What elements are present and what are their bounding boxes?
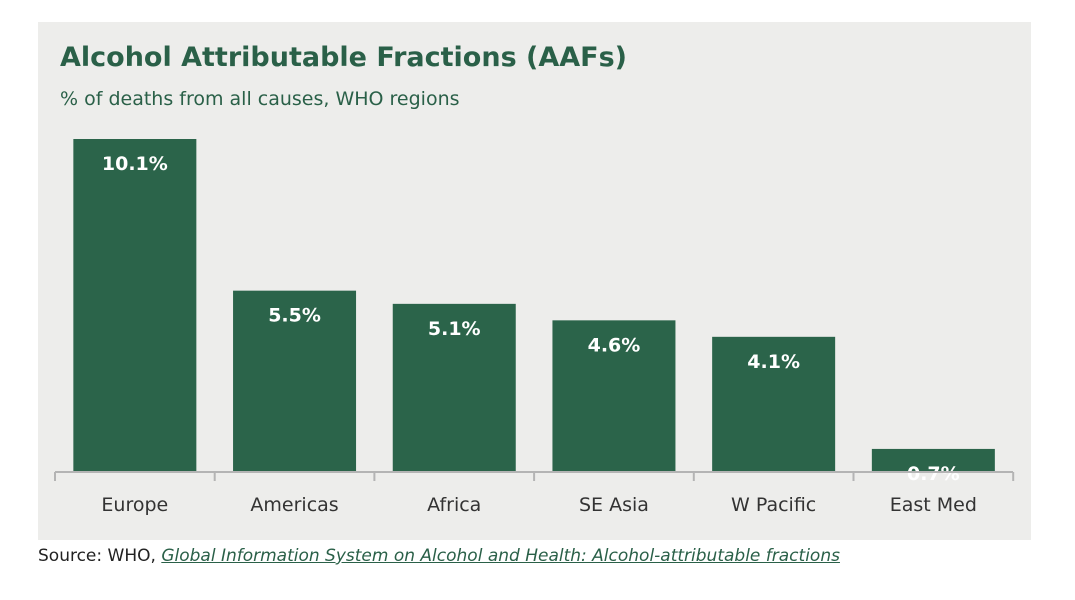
x-tick-label: East Med	[890, 494, 977, 516]
x-tick-label: Americas	[250, 494, 338, 516]
source-note: Source: WHO, Global Information System o…	[38, 546, 840, 566]
x-tick-label: W Pacific	[731, 494, 816, 516]
bar-europe	[73, 139, 197, 472]
source-link[interactable]: Global Information System on Alcohol and…	[161, 546, 840, 566]
data-label: 0.7%	[907, 463, 960, 485]
chart-title: Alcohol Attributable Fractions (AAFs)	[60, 42, 628, 73]
x-tick-label: SE Asia	[579, 494, 649, 516]
bar-w-pacific	[712, 336, 836, 472]
source-prefix: Source: WHO,	[38, 546, 162, 566]
x-tick-label: Africa	[427, 494, 481, 516]
data-label: 5.1%	[428, 318, 481, 340]
data-label: 4.6%	[588, 334, 641, 356]
x-tick-label: Europe	[101, 494, 168, 516]
bar-africa	[392, 303, 516, 472]
chart-subtitle: % of deaths from all causes, WHO regions	[60, 88, 460, 110]
data-label: 5.5%	[268, 305, 321, 327]
bar-east-med	[871, 448, 995, 472]
chart-panel	[38, 22, 1031, 540]
bar-americas	[233, 290, 357, 472]
bar-se-asia	[552, 320, 676, 472]
data-label: 10.1%	[102, 153, 168, 175]
data-label: 4.1%	[747, 351, 800, 373]
